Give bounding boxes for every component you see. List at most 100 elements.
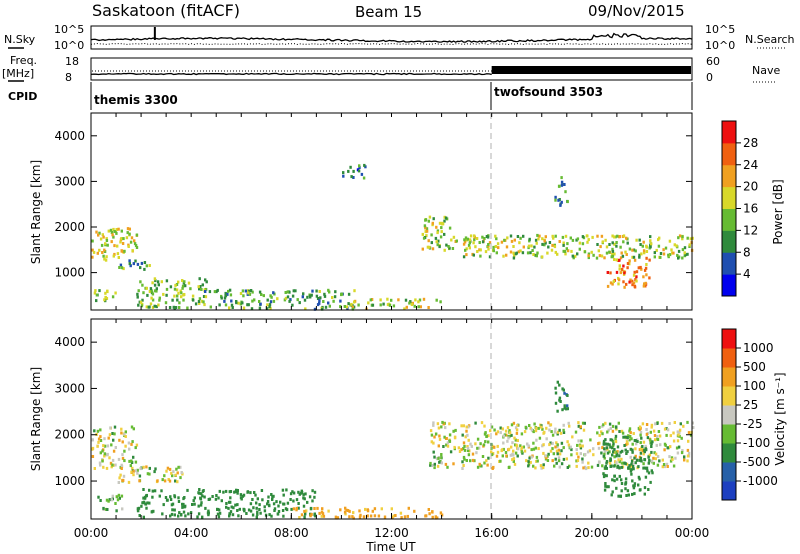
- heatmap-cell: [604, 482, 607, 485]
- heatmap-cell: [575, 464, 578, 468]
- heatmap-cell: [204, 290, 207, 293]
- heatmap-cell: [134, 259, 137, 263]
- heatmap-cell: [556, 380, 559, 384]
- heatmap-cell: [362, 515, 366, 519]
- heatmap-cell: [339, 299, 342, 303]
- heatmap-cell: [286, 295, 290, 299]
- heatmap-cell: [445, 443, 448, 447]
- heatmap-cell: [122, 237, 125, 241]
- heatmap-cell: [438, 460, 441, 464]
- heatmap-cell: [463, 444, 466, 448]
- heatmap-cell: [438, 245, 441, 249]
- heatmap-cell: [642, 249, 646, 253]
- heatmap-cell: [495, 237, 498, 241]
- heatmap-cell: [103, 452, 107, 456]
- heatmap-cell: [96, 251, 99, 255]
- heatmap-cell: [107, 229, 110, 233]
- heatmap-cell: [681, 449, 684, 453]
- heatmap-cell: [611, 282, 614, 286]
- heatmap-cell: [181, 279, 184, 282]
- heatmap-cell: [334, 290, 337, 294]
- heatmap-cell: [113, 230, 116, 233]
- heatmap-cell: [347, 292, 351, 296]
- freq-tick-top: 18: [65, 55, 79, 68]
- x-axis: 00:00 04:00 08:00 12:00 16:00 20:00 00:00: [74, 113, 709, 540]
- heatmap-cell: [617, 278, 621, 282]
- x-tick-label: 00:00: [74, 526, 109, 540]
- heatmap-cell: [114, 463, 117, 467]
- heatmap-cell: [526, 251, 530, 255]
- heatmap-cell: [588, 449, 592, 453]
- heatmap-cell: [440, 425, 443, 429]
- heatmap-cell: [123, 432, 126, 436]
- heatmap-cell: [132, 262, 135, 266]
- heatmap-cell: [495, 251, 498, 255]
- heatmap-cell: [542, 431, 545, 435]
- heatmap-cell: [618, 466, 621, 470]
- heatmap-cell: [255, 501, 258, 505]
- heatmap-cell: [468, 238, 472, 242]
- heatmap-cell: [657, 238, 660, 242]
- heatmap-cell: [440, 513, 444, 517]
- heatmap-cell: [599, 245, 602, 249]
- heatmap-cell: [360, 172, 364, 176]
- heatmap-cell: [201, 515, 204, 519]
- heatmap-cell: [118, 496, 121, 500]
- heatmap-cell: [189, 511, 193, 515]
- heatmap-cell: [431, 510, 434, 514]
- heatmap-cell: [462, 242, 466, 246]
- heatmap-cell: [575, 452, 579, 456]
- heatmap-cell: [149, 302, 153, 306]
- heatmap-cell: [621, 254, 625, 258]
- heatmap-cell: [452, 429, 455, 433]
- heatmap-cell: [116, 252, 120, 256]
- heatmap-cell: [644, 447, 647, 451]
- heatmap-cell: [642, 275, 645, 279]
- heatmap-cell: [504, 429, 508, 433]
- heatmap-cell: [246, 303, 249, 307]
- heatmap-cell: [437, 239, 440, 243]
- heatmap-cell: [111, 233, 114, 237]
- heatmap-cell: [227, 506, 230, 510]
- heatmap-cell: [120, 427, 123, 431]
- heatmap-cell: [548, 443, 551, 447]
- heatmap-cell: [211, 495, 214, 498]
- y-tick-label: 1000: [54, 474, 85, 488]
- heatmap-cell: [467, 438, 470, 442]
- heatmap-cell: [141, 501, 144, 505]
- heatmap-cell: [587, 238, 590, 242]
- heatmap-cell: [528, 424, 531, 427]
- heatmap-cell: [303, 497, 306, 501]
- heatmap-cell: [512, 449, 515, 453]
- heatmap-cell: [679, 422, 682, 426]
- nave-tick-bottom: 0: [706, 71, 713, 84]
- heatmap-cell: [632, 484, 635, 488]
- heatmap-cell: [540, 255, 544, 259]
- heatmap-cell: [562, 249, 565, 253]
- heatmap-cell: [226, 292, 229, 296]
- heatmap-cell: [469, 459, 472, 463]
- heatmap-cell: [609, 438, 612, 442]
- heatmap-cell: [148, 264, 151, 267]
- heatmap-cell: [554, 445, 557, 449]
- heatmap-cell: [255, 515, 258, 519]
- heatmap-cell: [651, 440, 654, 444]
- heatmap-cell: [631, 283, 634, 287]
- heatmap-cell: [590, 465, 594, 469]
- heatmap-cell: [310, 512, 313, 516]
- heatmap-cell: [91, 438, 94, 442]
- heatmap-cell: [141, 298, 144, 302]
- heatmap-cell: [518, 241, 521, 245]
- heatmap-cell: [656, 435, 659, 438]
- heatmap-cell: [543, 243, 546, 247]
- heatmap-cell: [474, 442, 477, 446]
- heatmap-cell: [179, 289, 182, 293]
- heatmap-cell: [519, 236, 522, 240]
- heatmap-cell: [115, 228, 118, 231]
- heatmap-cell: [469, 442, 472, 446]
- heatmap-cell: [151, 489, 154, 493]
- heatmap-cell: [649, 430, 652, 434]
- heatmap-cell: [670, 248, 673, 252]
- heatmap-cell: [353, 289, 356, 293]
